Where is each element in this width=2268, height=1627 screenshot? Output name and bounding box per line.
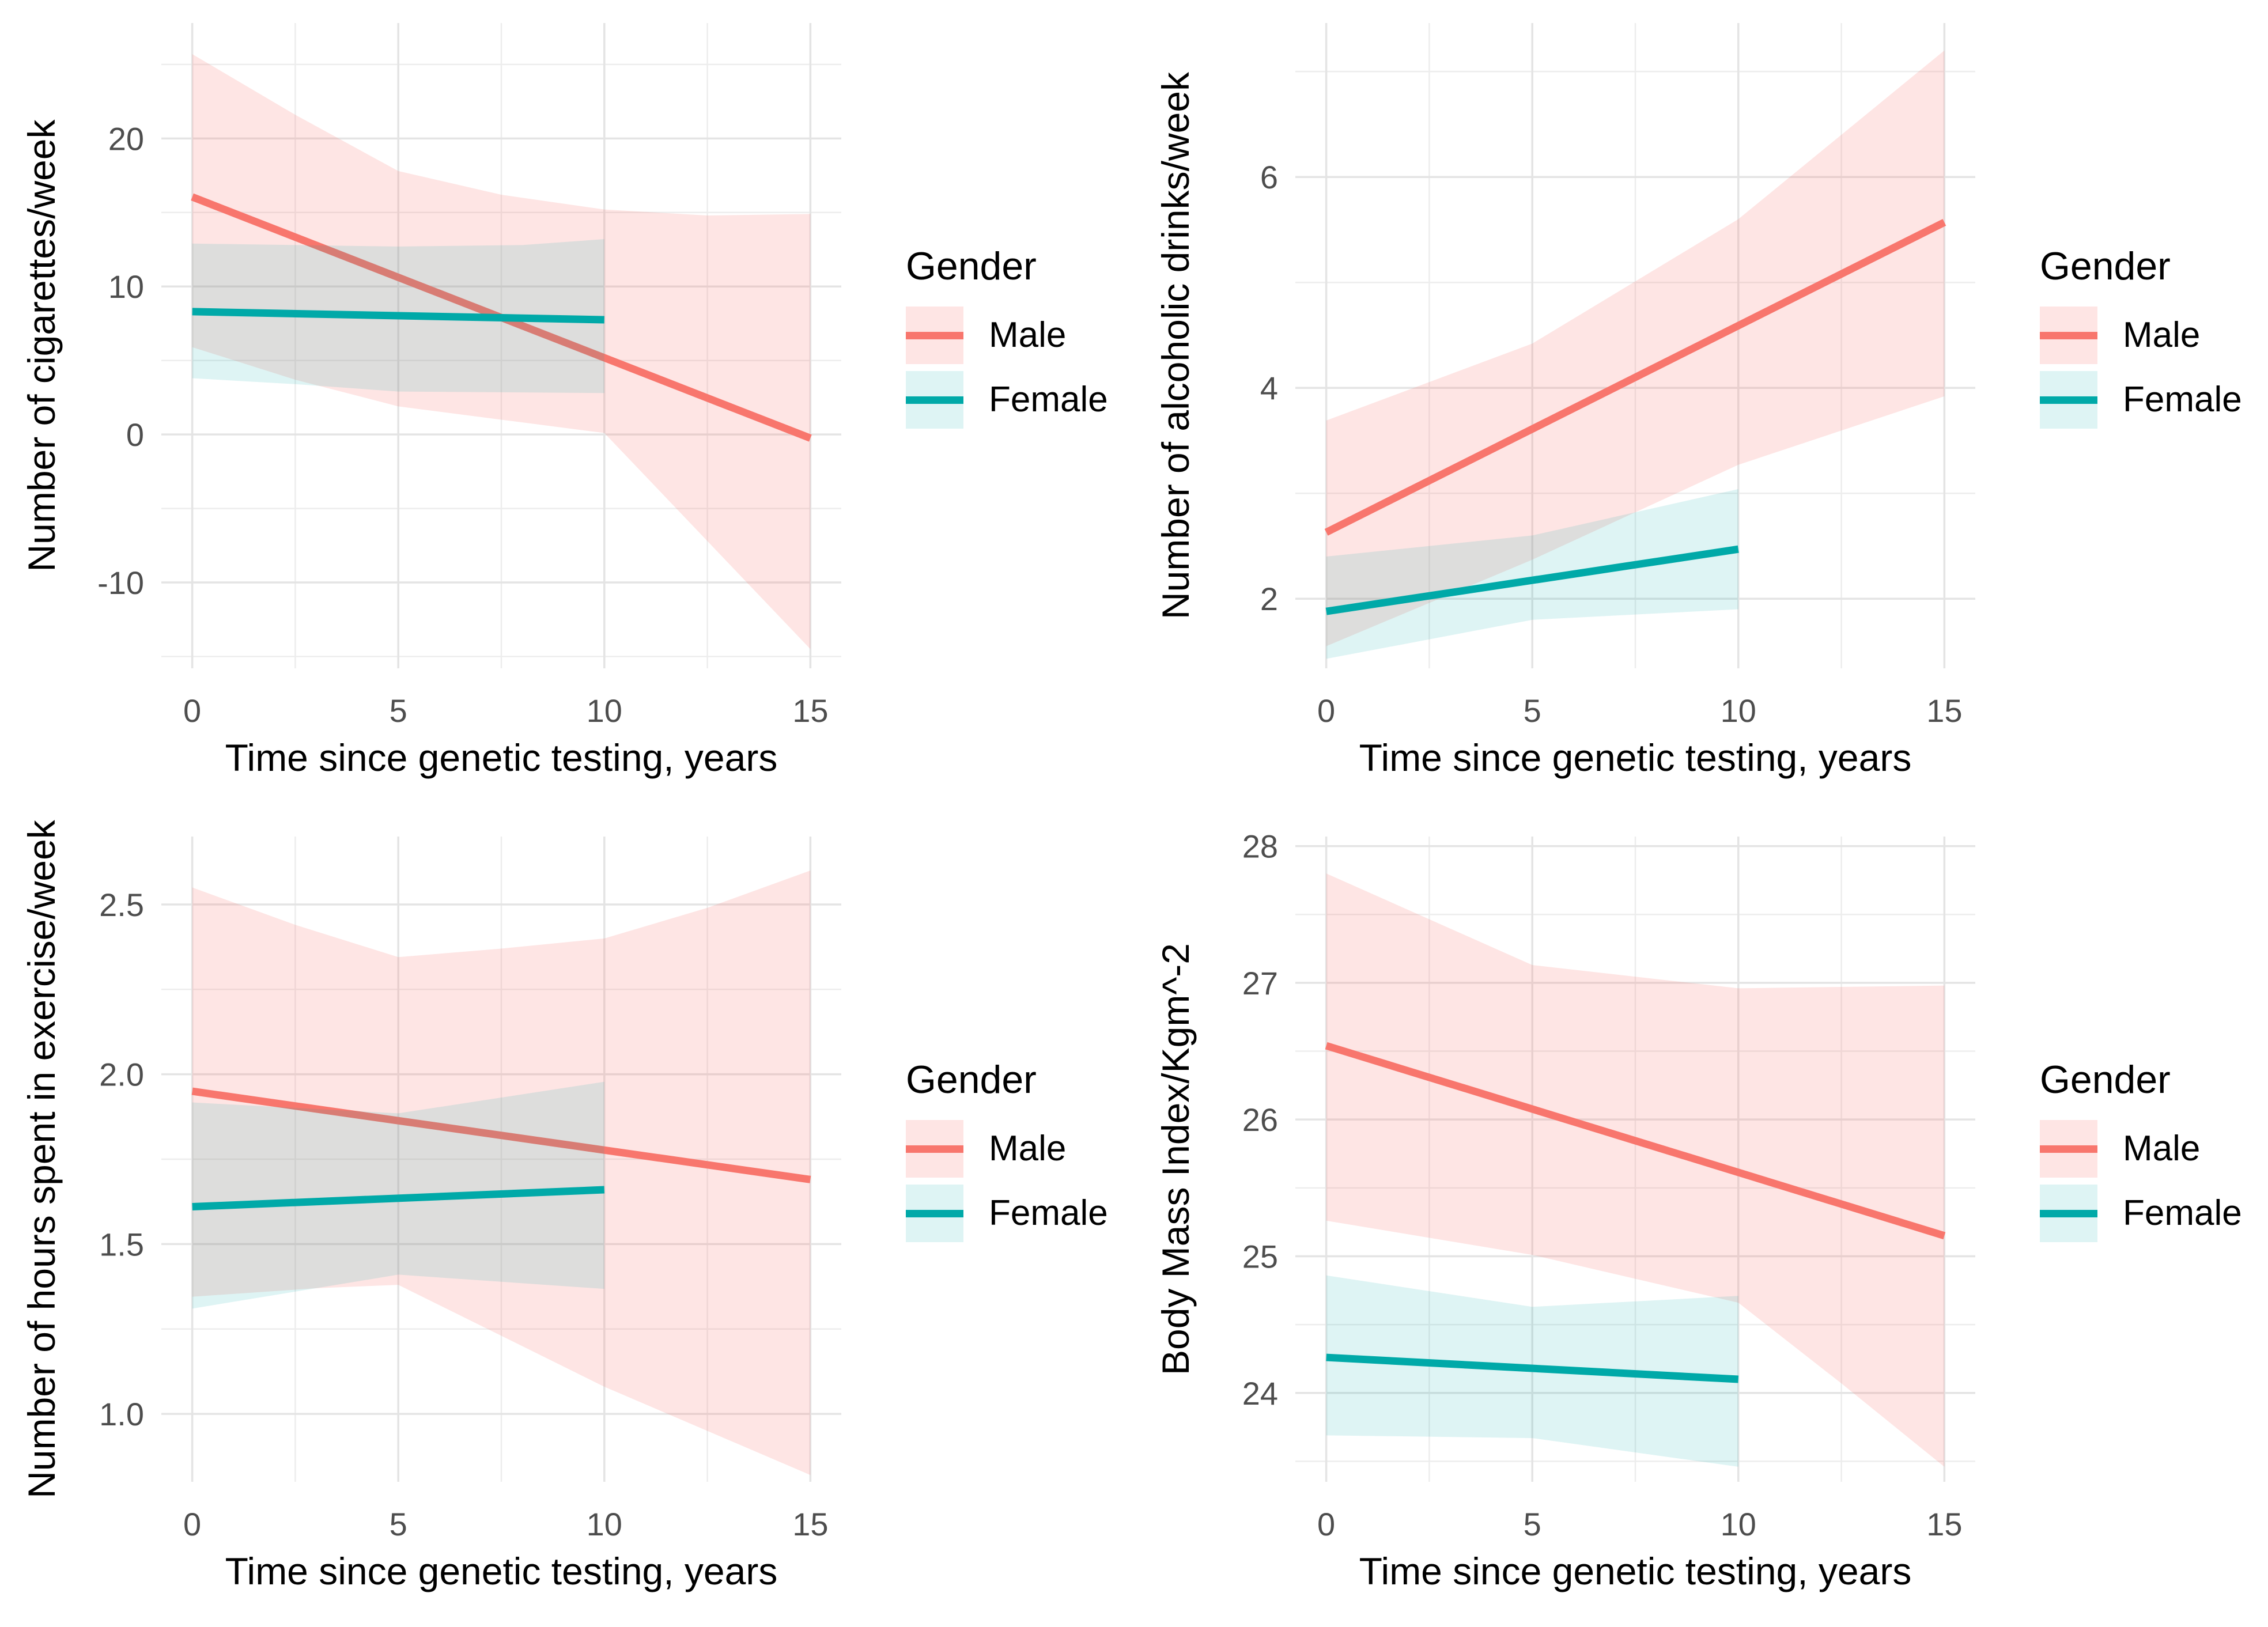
legend-label: Female	[989, 1193, 1108, 1233]
female-ribbon-swatch-icon	[906, 371, 963, 429]
svg-text:20: 20	[108, 120, 144, 157]
svg-text:24: 24	[1242, 1375, 1278, 1412]
x-axis-title: Time since genetic testing, years	[1359, 736, 1912, 779]
legend-item-female: Female	[2040, 371, 2242, 429]
svg-text:0: 0	[183, 1506, 201, 1542]
svg-text:5: 5	[390, 693, 407, 729]
male-line-icon	[2040, 1145, 2097, 1153]
legend-label: Male	[989, 315, 1067, 355]
legend-title: Gender	[906, 244, 1037, 288]
svg-text:15: 15	[1926, 1506, 1962, 1542]
svg-text:10: 10	[1721, 1506, 1756, 1542]
legend-title: Gender	[2040, 1058, 2171, 1102]
legend-label: Female	[2123, 380, 2242, 419]
svg-text:5: 5	[390, 1506, 407, 1542]
legend-item-male: Male	[2040, 1120, 2242, 1178]
male-ribbon-swatch-icon	[906, 1120, 963, 1178]
plot-panel-alcoholic-drinks: 0 5 10 15 2 4 6	[1260, 23, 1975, 729]
legend: Gender Male Female	[2040, 1060, 2242, 1249]
legend: Gender Male Female	[906, 247, 1108, 436]
female-ribbon-swatch-icon	[906, 1185, 963, 1242]
svg-text:4: 4	[1260, 370, 1278, 406]
svg-text:5: 5	[1524, 693, 1541, 729]
svg-text:2: 2	[1260, 581, 1278, 617]
female-line-icon	[906, 396, 963, 404]
male-line-icon	[906, 1145, 963, 1153]
female-line-icon	[906, 1209, 963, 1217]
legend-item-male: Male	[906, 1120, 1108, 1178]
chart-alcoholic-drinks-per-week: 0 5 10 15 2 4 6 Number of alcoholic drinks/wee…	[1134, 0, 2268, 814]
plot-panel-cigarettes: 0 5 10 15 -10 0 10 20	[97, 23, 841, 729]
plot-panel-bmi: 0 5 10 15 24 25 26 27 28	[1242, 828, 1975, 1542]
male-ribbon-swatch-icon	[2040, 1120, 2097, 1178]
chart-cigarettes-per-week: 0 5 10 15 -10 0 10 20 Number of cigarettes/week…	[0, 0, 1134, 814]
x-axis-title: Time since genetic testing, years	[225, 1550, 778, 1592]
x-axis-title: Time since genetic testing, years	[225, 736, 778, 779]
female-line-icon	[2040, 1209, 2097, 1217]
svg-text:0: 0	[1317, 693, 1335, 729]
male-line-icon	[2040, 331, 2097, 339]
svg-text:1.5: 1.5	[99, 1226, 144, 1262]
svg-text:0: 0	[126, 417, 144, 453]
chart-body-mass-index: 0 5 10 15 24 25 26 27 28 Body Mass Index/Kgm^-2 …	[1134, 814, 2268, 1627]
legend: Gender Male Female	[2040, 247, 2242, 436]
y-axis-title: Number of cigarettes/week	[20, 119, 63, 572]
svg-text:10: 10	[108, 268, 144, 305]
svg-text:2.0: 2.0	[99, 1057, 144, 1093]
legend-label: Male	[2123, 1129, 2201, 1168]
male-line-icon	[906, 331, 963, 339]
legend-item-female: Female	[906, 1185, 1108, 1242]
svg-text:15: 15	[792, 1506, 828, 1542]
svg-text:10: 10	[587, 1506, 622, 1542]
legend-label: Male	[989, 1129, 1067, 1168]
male-ribbon-swatch-icon	[2040, 307, 2097, 364]
svg-text:5: 5	[1524, 1506, 1541, 1542]
svg-text:15: 15	[792, 693, 828, 729]
legend-label: Male	[2123, 315, 2201, 355]
svg-text:28: 28	[1242, 828, 1278, 865]
legend: Gender Male Female	[906, 1060, 1108, 1249]
female-ribbon-swatch-icon	[2040, 1185, 2097, 1242]
svg-text:6: 6	[1260, 159, 1278, 195]
legend-title: Gender	[2040, 244, 2171, 288]
svg-text:0: 0	[183, 693, 201, 729]
y-axis-title: Number of alcoholic drinks/week	[1154, 71, 1197, 620]
plot-panel-exercise-hours: 0 5 10 15 1.0 1.5 2.0 2.5	[99, 837, 841, 1542]
legend-item-male: Male	[906, 307, 1108, 364]
svg-text:25: 25	[1242, 1238, 1278, 1274]
legend-label: Female	[989, 380, 1108, 419]
y-axis-title: Number of hours spent in exercise/week	[20, 820, 63, 1499]
x-axis-title: Time since genetic testing, years	[1359, 1550, 1912, 1592]
legend-item-female: Female	[906, 371, 1108, 429]
legend-title: Gender	[906, 1058, 1037, 1102]
svg-text:27: 27	[1242, 965, 1278, 1001]
svg-text:0: 0	[1317, 1506, 1335, 1542]
male-ribbon-swatch-icon	[906, 307, 963, 364]
female-ribbon-swatch-icon	[2040, 371, 2097, 429]
y-axis-title: Body Mass Index/Kgm^-2	[1154, 943, 1197, 1375]
chart-exercise-hours-per-week: 0 5 10 15 1.0 1.5 2.0 2.5 Number of hours spent…	[0, 814, 1134, 1627]
svg-text:10: 10	[587, 693, 622, 729]
svg-text:2.5: 2.5	[99, 887, 144, 923]
svg-text:26: 26	[1242, 1102, 1278, 1138]
legend-label: Female	[2123, 1193, 2242, 1233]
legend-item-male: Male	[2040, 307, 2242, 364]
svg-text:10: 10	[1721, 693, 1756, 729]
svg-text:15: 15	[1926, 693, 1962, 729]
svg-text:-10: -10	[97, 565, 144, 601]
legend-item-female: Female	[2040, 1185, 2242, 1242]
female-line-icon	[2040, 396, 2097, 404]
svg-text:1.0: 1.0	[99, 1396, 144, 1432]
